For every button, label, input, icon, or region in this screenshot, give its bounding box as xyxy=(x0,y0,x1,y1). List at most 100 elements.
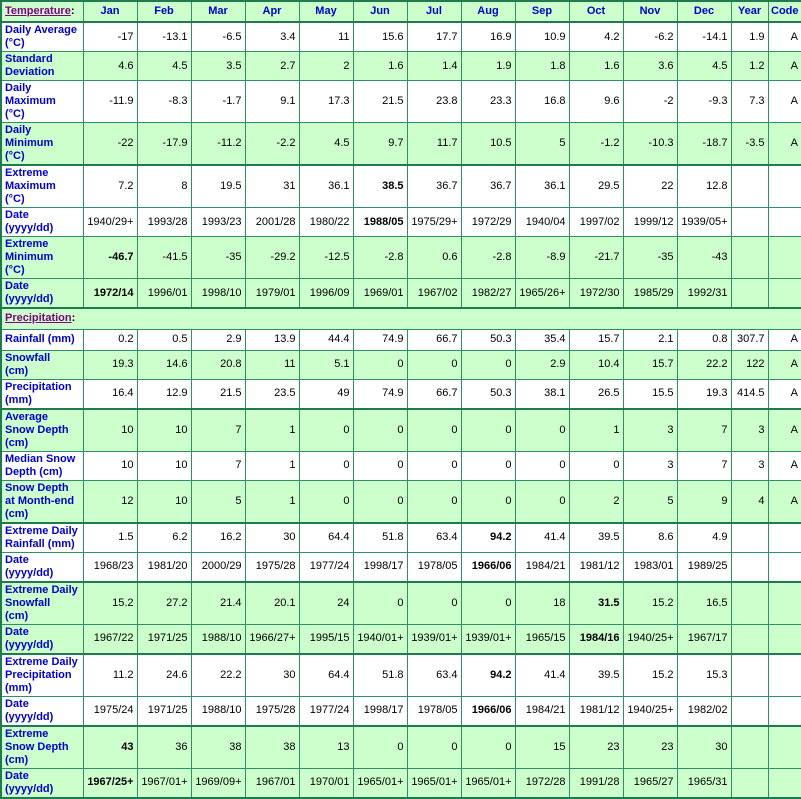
data-cell: A xyxy=(767,328,801,351)
row-label-line: Extreme xyxy=(5,238,49,250)
row-label-line: Minimum xyxy=(5,251,54,263)
row-label-line: Extreme xyxy=(5,167,49,179)
data-cell: 1 xyxy=(244,407,300,452)
data-cell: A xyxy=(767,21,801,52)
data-cell: 9.7 xyxy=(352,122,408,166)
data-cell: 6.2 xyxy=(136,521,192,553)
column-header-jul: Jul xyxy=(406,0,462,23)
table-row-rainfall-mm: Rainfall (mm) 0.2 0.5 2.9 13.9 44.4 74.9 66.7 50… xyxy=(0,328,801,351)
data-cell: 10.9 xyxy=(514,21,570,52)
data-cell: 63.4 xyxy=(406,521,462,553)
data-cell: A xyxy=(767,407,801,452)
data-cell: 11 xyxy=(298,21,354,52)
table-row-daily-maximum-c: Daily Maximum (°C) -11.9 -8.3 -1.7 9.1 17.3 21.5… xyxy=(0,80,801,123)
data-cell: 15 xyxy=(514,724,570,769)
data-cell: 15.7 xyxy=(622,349,678,380)
column-header-nov: Nov xyxy=(622,0,678,23)
data-cell: A xyxy=(767,450,801,481)
data-cell: 1967/02 xyxy=(406,278,462,309)
data-cell: 1.6 xyxy=(352,51,408,81)
data-cell: 1965/26+ xyxy=(514,278,570,309)
row-label-line: Minimum xyxy=(5,137,54,149)
data-cell: 36.7 xyxy=(406,164,462,208)
data-cell xyxy=(730,551,769,582)
data-cell: 1972/28 xyxy=(514,767,570,798)
column-header-year: Year xyxy=(730,0,769,23)
precipitation-link[interactable]: Precipitation xyxy=(5,312,72,325)
data-cell: 4 xyxy=(730,479,769,523)
data-cell: 1978/05 xyxy=(406,695,462,726)
data-cell: A xyxy=(767,378,801,409)
data-cell: 0.2 xyxy=(82,328,138,351)
data-cell: 1997/02 xyxy=(568,207,624,237)
data-cell: 1979/01 xyxy=(244,278,300,309)
data-cell: -10.3 xyxy=(622,122,678,166)
data-cell xyxy=(767,207,801,237)
data-cell: 4.9 xyxy=(676,521,732,553)
data-cell: 39.5 xyxy=(568,652,624,697)
data-cell: 2000/29 xyxy=(190,551,246,582)
data-cell: 19.5 xyxy=(190,164,246,208)
data-cell: 1.8 xyxy=(514,51,570,81)
data-cell: 0 xyxy=(406,479,462,523)
data-cell xyxy=(767,623,801,654)
table-row-date-yyyy-dd: Date (yyyy/dd) 1940/29+ 1993/28 1993/23 2001/… xyxy=(0,207,801,237)
column-header-may: May xyxy=(298,0,354,23)
data-cell: 4.5 xyxy=(298,122,354,166)
data-cell: 10 xyxy=(136,450,192,481)
row-label-line: (°C) xyxy=(5,37,25,49)
data-cell: 0 xyxy=(406,580,462,625)
data-cell: 0 xyxy=(352,580,408,625)
row-label-line: (cm) xyxy=(5,507,29,520)
data-cell: 1977/24 xyxy=(298,551,354,582)
data-cell: 7 xyxy=(676,407,732,452)
data-cell xyxy=(730,236,769,279)
data-cell: 1965/27 xyxy=(622,767,678,798)
row-label-standard-deviation: Standard Deviation xyxy=(0,51,84,81)
table-row-median-snow-depth-cm: Median Snow Depth (cm) 10 10 7 1 0 0 0 0 0 0 3 7 3 A xyxy=(0,450,801,481)
data-cell: 5 xyxy=(622,479,678,523)
table-row-date-yyyy-dd: Date (yyyy/dd) 1967/25+ 1967/01+ 1969/09+ 196… xyxy=(0,767,801,798)
row-label-extreme-daily-precipitation-mm: Extreme Daily Precipitation (mm) xyxy=(0,652,84,697)
data-cell: 19.3 xyxy=(676,378,732,409)
data-cell: A xyxy=(767,122,801,166)
data-cell xyxy=(730,623,769,654)
data-cell: 10 xyxy=(136,407,192,452)
data-cell: -41.5 xyxy=(136,236,192,279)
row-label-date-yyyy-dd: Date (yyyy/dd) xyxy=(0,551,84,582)
data-cell xyxy=(767,652,801,697)
data-cell: 1.5 xyxy=(82,521,138,553)
data-cell: 51.8 xyxy=(352,521,408,553)
data-cell: 17.7 xyxy=(406,21,462,52)
data-cell: 20.1 xyxy=(244,580,300,625)
data-cell: 4.5 xyxy=(676,51,732,81)
data-cell: 49 xyxy=(298,378,354,409)
column-header-oct: Oct xyxy=(568,0,624,23)
data-cell: 1977/24 xyxy=(298,695,354,726)
data-cell: 0 xyxy=(406,349,462,380)
data-cell: 2.1 xyxy=(622,328,678,351)
data-cell: 0.8 xyxy=(676,328,732,351)
row-label-line: Rainfall (mm) xyxy=(5,333,75,345)
table-row-extreme-maximum-c: Extreme Maximum (°C) 7.2 8 19.5 31 36.1 38.5 36.7… xyxy=(0,164,801,208)
data-cell: 1.6 xyxy=(568,51,624,81)
temperature-link[interactable]: Temperature xyxy=(5,5,71,17)
data-cell: 0 xyxy=(460,407,516,452)
data-cell xyxy=(730,207,769,237)
data-cell xyxy=(767,580,801,625)
data-cell: 50.3 xyxy=(460,328,516,351)
data-cell: -22 xyxy=(82,122,138,166)
data-cell: 1992/31 xyxy=(676,278,732,309)
data-cell: 1967/22 xyxy=(82,623,138,654)
data-cell: 1971/25 xyxy=(136,623,192,654)
data-cell: 0 xyxy=(406,724,462,769)
data-cell: -3.5 xyxy=(730,122,769,166)
data-cell: 3.5 xyxy=(190,51,246,81)
data-cell: 3 xyxy=(622,450,678,481)
data-cell: 8 xyxy=(136,164,192,208)
row-label-line: Snow Depth xyxy=(5,481,69,494)
data-cell: 4.2 xyxy=(568,21,624,52)
data-cell: A xyxy=(767,349,801,380)
table-row-snowfall-cm: Snowfall (cm) 19.3 14.6 20.8 11 5.1 0 0 0 2.9 10.4 1… xyxy=(0,349,801,380)
